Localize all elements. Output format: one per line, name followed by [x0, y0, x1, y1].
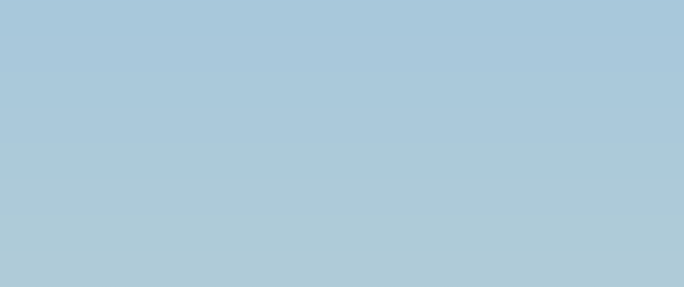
Text: A. Emitter of one transistor is connected to Collector of another transistor: A. Emitter of one transistor is connecte…	[51, 70, 593, 85]
FancyBboxPatch shape	[8, 238, 29, 262]
Text: B. Emitters of both the transistors are connected (shorted): B. Emitters of both the transistors are …	[51, 127, 482, 142]
Text: In a transformer coupled Class B Power Amplifier: In a transformer coupled Class B Power A…	[8, 18, 367, 33]
FancyBboxPatch shape	[8, 123, 29, 147]
Text: C. Two centre tapped transformers; one at the input and the other at the output: C. Two centre tapped transformers; one a…	[51, 185, 639, 200]
Text: D. Two normal transformers, one at the input and one at the output is required: D. Two normal transformers, one at the i…	[51, 242, 630, 257]
FancyBboxPatch shape	[8, 65, 29, 90]
FancyBboxPatch shape	[8, 180, 29, 204]
